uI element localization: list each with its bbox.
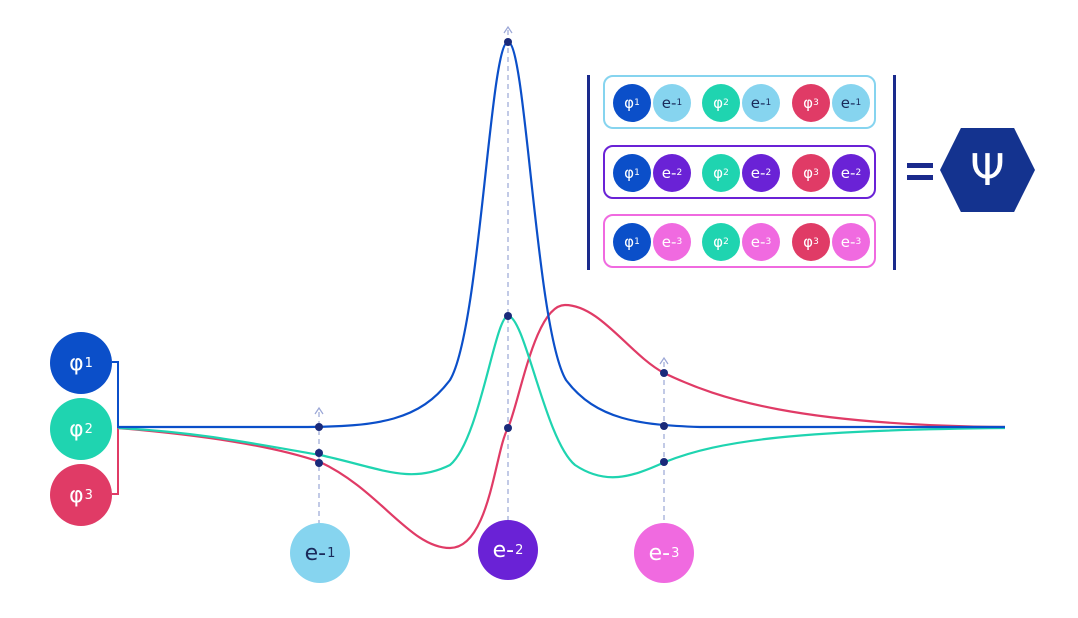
matrix-electron: e- 2 (653, 154, 691, 192)
sample-point (315, 423, 323, 431)
electron-index: 1 (327, 545, 336, 561)
matrix-row: φ 1 e- 2 φ 2 e- 2 φ 3 e- 2 (603, 145, 876, 199)
matrix-row: φ 1 e- 1 φ 2 e- 1 φ 3 e- 1 (603, 75, 876, 129)
electron-symbol: e- (661, 94, 677, 112)
orbital-index: 3 (813, 98, 819, 108)
curve-phi2 (117, 314, 1006, 479)
electron-symbol: e- (492, 537, 515, 563)
sample-point (504, 424, 512, 432)
electron-index: 1 (676, 98, 683, 108)
orbital-symbol: φ (713, 164, 724, 182)
sample-point (504, 38, 512, 46)
electron-symbol: e- (750, 164, 766, 182)
arrow-head-icon (659, 356, 669, 365)
sample-point (504, 312, 512, 320)
matrix-electron: e- 1 (832, 84, 870, 122)
sample-point (315, 449, 323, 457)
orbital-index: 1 (634, 237, 640, 247)
psi-symbol: Ψ (970, 144, 1005, 196)
arrow-head-icon (314, 406, 324, 415)
electron-index: 2 (515, 542, 524, 558)
electron-index: 2 (676, 168, 683, 178)
sample-point (660, 369, 668, 377)
orbital-symbol: φ (69, 416, 84, 442)
psi-hexagon: Ψ (940, 128, 1035, 212)
matrix-electron: e- 2 (742, 154, 780, 192)
orbital-index: 2 (723, 237, 729, 247)
electron-index: 3 (855, 237, 862, 247)
electron-1: e- 1 (290, 523, 350, 583)
matrix-electron: e- 3 (832, 223, 870, 261)
orbital-symbol: φ (69, 350, 84, 376)
orbital-index: 2 (723, 98, 729, 108)
matrix-electron: e- 3 (653, 223, 691, 261)
electron-index: 3 (765, 237, 772, 247)
orbital-symbol: φ (69, 482, 84, 508)
sample-point (660, 458, 668, 466)
matrix-electron: e- 2 (832, 154, 870, 192)
electron-index: 2 (765, 168, 772, 178)
orbital-index: 1 (634, 168, 640, 178)
orbital-symbol: φ (713, 94, 724, 112)
electron-index: 3 (671, 545, 680, 561)
electron-symbol: e- (840, 164, 856, 182)
electron-symbol: e- (661, 233, 677, 251)
orbital-symbol: φ (803, 94, 814, 112)
electron-index: 1 (765, 98, 772, 108)
orbital-index: 3 (84, 487, 93, 503)
orbital-index: 1 (634, 98, 640, 108)
equals-sign (907, 163, 933, 168)
orbital-symbol: φ (624, 233, 635, 251)
orbital-index: 2 (723, 168, 729, 178)
electron-3: e- 3 (634, 523, 694, 583)
sample-point (315, 459, 323, 467)
matrix-electron: e- 3 (742, 223, 780, 261)
electron-index: 2 (855, 168, 862, 178)
orbital-symbol: φ (713, 233, 724, 251)
orbital-index: 1 (84, 355, 93, 371)
orbital-symbol: φ (624, 164, 635, 182)
connector-phi3 (112, 428, 119, 495)
electron-symbol: e- (304, 540, 327, 566)
electron-symbol: e- (661, 164, 677, 182)
electron-2: e- 2 (478, 520, 538, 580)
electron-index: 3 (676, 237, 683, 247)
matrix-electron: e- 1 (742, 84, 780, 122)
orbital-symbol: φ (803, 233, 814, 251)
orbital-index: 3 (813, 237, 819, 247)
electron-symbol: e- (750, 233, 766, 251)
orbital-symbol: φ (624, 94, 635, 112)
connector-phi1 (112, 361, 119, 428)
electron-symbol: e- (648, 540, 671, 566)
matrix-row: φ 1 e- 3 φ 2 e- 3 φ 3 e- 3 (603, 214, 876, 268)
electron-symbol: e- (750, 94, 766, 112)
electron-symbol: e- (840, 233, 856, 251)
orbital-index: 2 (84, 421, 93, 437)
electron-index: 1 (855, 98, 862, 108)
equals-sign (907, 175, 933, 180)
orbital-symbol: φ (803, 164, 814, 182)
sample-point (660, 422, 668, 430)
determinant-right-bar (893, 75, 896, 270)
matrix-electron: e- 1 (653, 84, 691, 122)
orbital-index: 3 (813, 168, 819, 178)
arrow-head-icon (503, 25, 513, 34)
electron-symbol: e- (840, 94, 856, 112)
determinant-left-bar (587, 75, 590, 270)
